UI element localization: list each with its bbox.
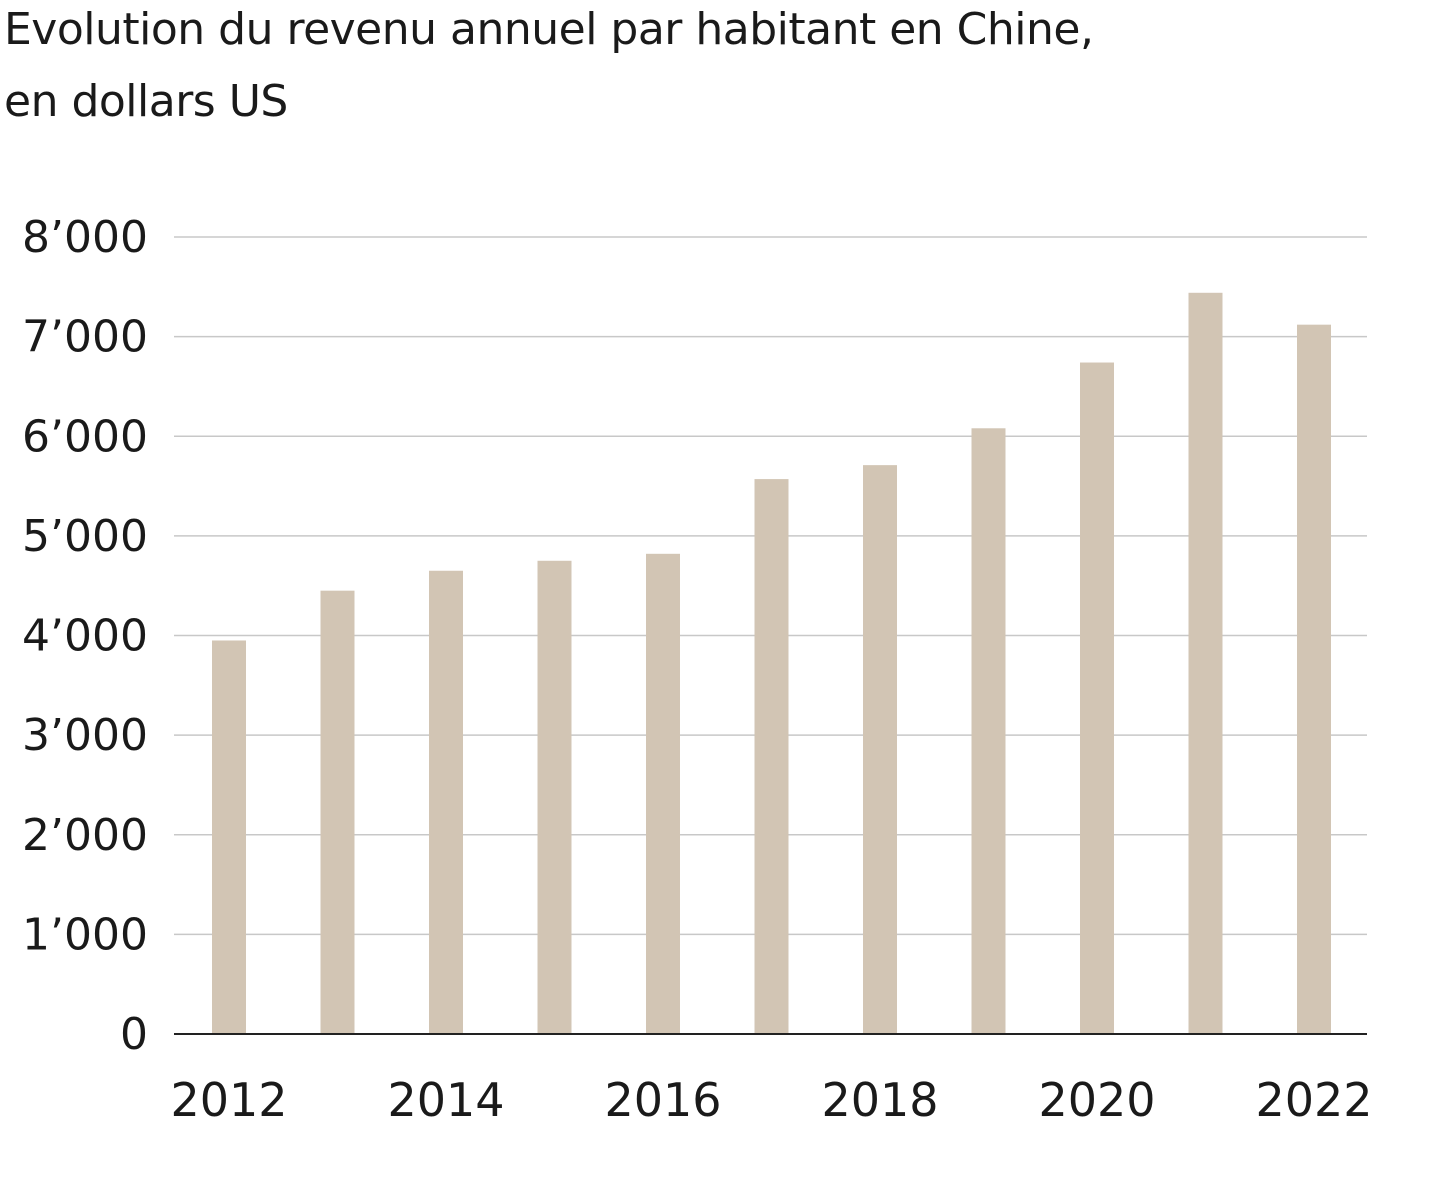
bar-2016 xyxy=(646,553,680,1034)
x-tick-label: 2014 xyxy=(387,1073,504,1127)
bar-2014 xyxy=(429,570,463,1034)
y-tick-label: 0 xyxy=(120,1009,148,1060)
bars xyxy=(212,292,1331,1035)
x-tick-label: 2012 xyxy=(170,1073,287,1127)
y-tick-label: 2’000 xyxy=(22,810,148,861)
chart-title-line-2: en dollars US xyxy=(4,76,288,127)
y-tick-label: 4’000 xyxy=(22,611,148,662)
y-tick-label: 6’000 xyxy=(22,411,148,462)
y-tick-label: 7’000 xyxy=(22,312,148,363)
chart-title-line-1: Evolution du revenu annuel par habitant … xyxy=(4,4,1094,55)
bar-2022 xyxy=(1297,324,1331,1034)
bar-2020 xyxy=(1080,362,1114,1035)
x-tick-label: 2016 xyxy=(604,1073,721,1127)
x-axis-ticks: 2012 2014 2016 2018 2020 2022 xyxy=(170,1073,1372,1127)
x-tick-label: 2022 xyxy=(1255,1073,1372,1127)
chart-title: Evolution du revenu annuel par habitant … xyxy=(4,0,1094,138)
y-tick-label: 3’000 xyxy=(22,710,148,761)
x-tick-label: 2020 xyxy=(1038,1073,1155,1127)
bar-2019 xyxy=(971,428,1006,1034)
bar-2017 xyxy=(754,479,789,1034)
y-axis-ticks: 0 1’000 2’000 3’000 4’000 5’000 6’000 7’000 8’00… xyxy=(22,212,148,1060)
y-tick-label: 8’000 xyxy=(22,212,148,263)
bar-2015 xyxy=(537,560,572,1034)
bar-2021 xyxy=(1188,292,1223,1034)
bar-2012 xyxy=(212,640,246,1034)
y-tick-label: 5’000 xyxy=(22,511,148,562)
bar-2013 xyxy=(320,590,355,1034)
y-tick-label: 1’000 xyxy=(22,909,148,960)
bar-2018 xyxy=(863,465,897,1034)
x-tick-label: 2018 xyxy=(821,1073,938,1127)
